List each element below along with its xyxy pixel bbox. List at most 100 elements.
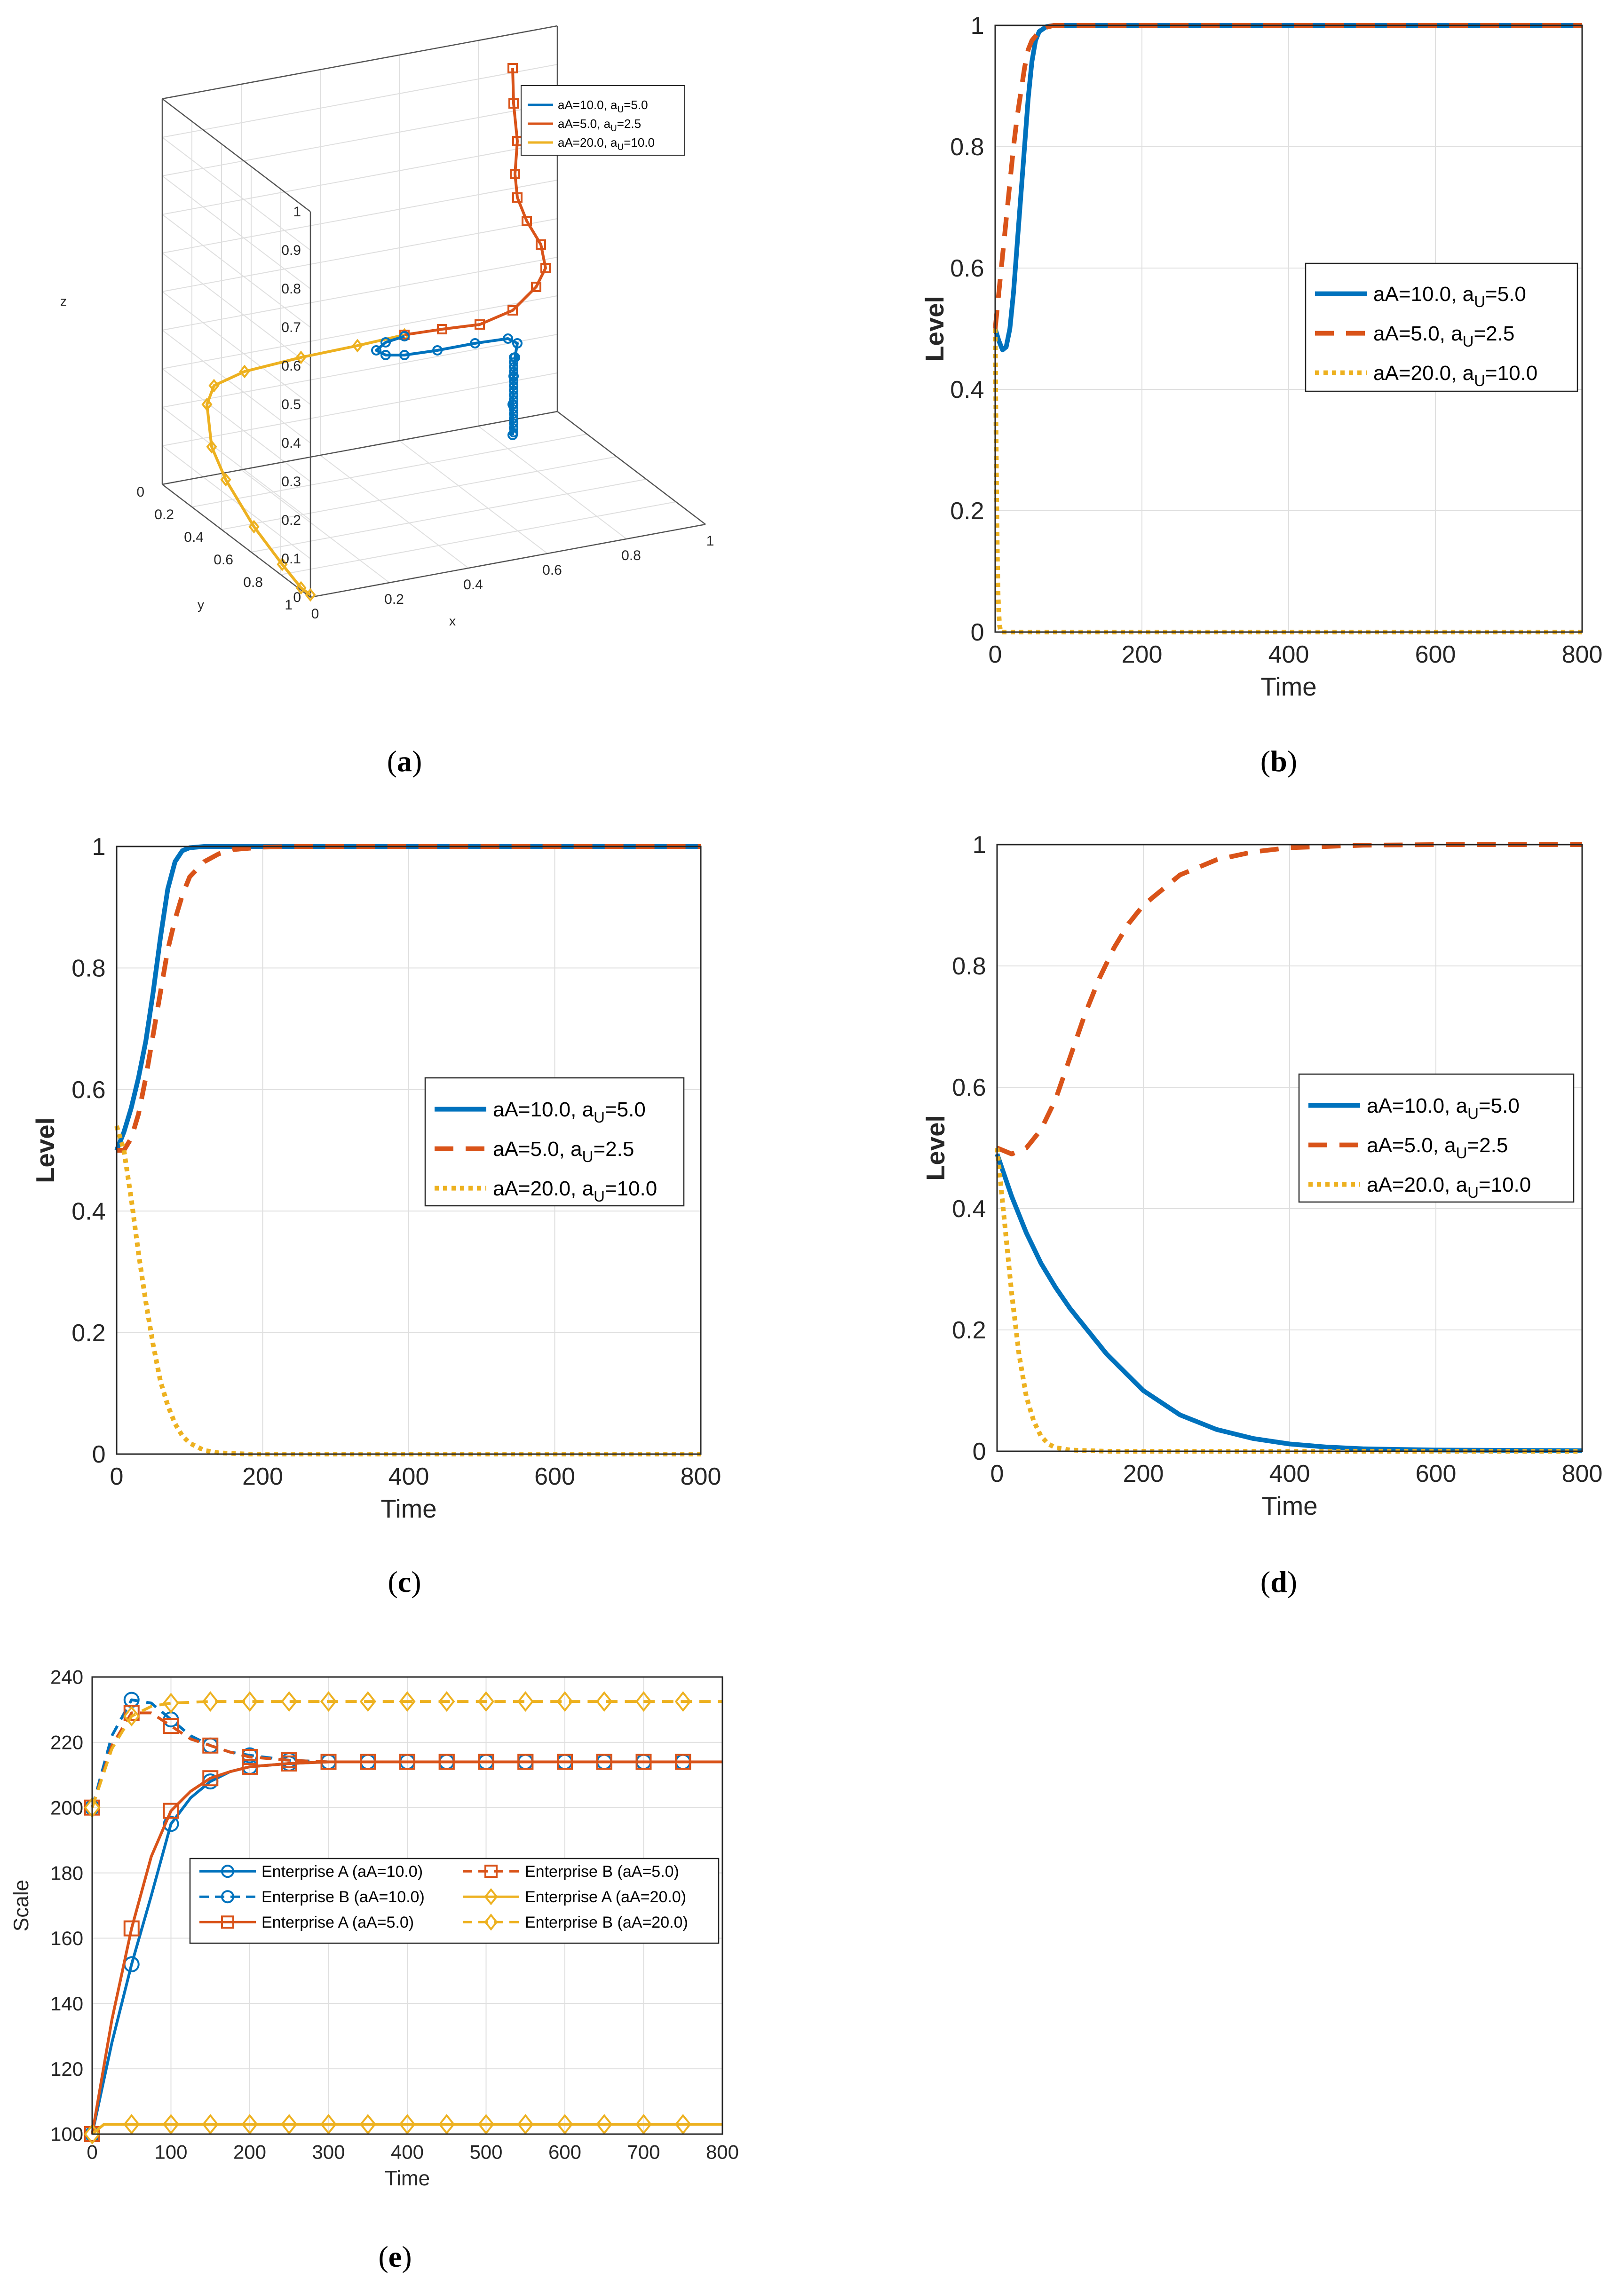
trajectory-marker bbox=[507, 63, 518, 73]
trajectory-marker bbox=[503, 333, 513, 344]
data-marker-square bbox=[517, 1754, 534, 1770]
x-tick-label: 300 bbox=[312, 2141, 345, 2163]
cube-edge bbox=[162, 411, 558, 485]
trajectory-marker bbox=[509, 395, 518, 404]
side-wall-gridline bbox=[162, 214, 311, 328]
legend-label: Enterprise A (aA=5.0) bbox=[261, 1914, 414, 1931]
trajectory-marker bbox=[399, 331, 410, 341]
cube-edge bbox=[162, 98, 311, 212]
back-wall-gridline bbox=[162, 295, 558, 369]
trajectory-marker bbox=[508, 98, 519, 109]
trajectory-marker bbox=[540, 263, 551, 273]
x-tick-label: 400 bbox=[1268, 641, 1309, 668]
side-wall-gridline bbox=[162, 407, 311, 521]
axes-box bbox=[996, 844, 1583, 1452]
series-line-blue-solid bbox=[993, 23, 1582, 353]
y-tick-label: 0.8 bbox=[243, 575, 263, 590]
x-tick-label: 0.6 bbox=[542, 562, 562, 578]
data-marker-diamond bbox=[438, 1691, 455, 1712]
data-marker-square bbox=[163, 1803, 179, 1819]
y-tick-label: 0 bbox=[136, 484, 144, 500]
z-tick-label: 0.9 bbox=[281, 243, 301, 258]
legend-label: aA=10.0, aU=5.0 bbox=[1367, 1094, 1520, 1122]
x-tick-label: 0 bbox=[87, 2141, 97, 2163]
trajectory-marker bbox=[509, 409, 518, 419]
trajectory-marker bbox=[295, 581, 307, 595]
y-tick-label: 1 bbox=[92, 833, 106, 861]
trajectories bbox=[201, 63, 551, 602]
legend-marker-circle bbox=[221, 1890, 234, 1904]
y-tick-label: 240 bbox=[50, 1666, 83, 1688]
x-tick-label: 800 bbox=[706, 2141, 739, 2163]
y-axis-label: Level bbox=[920, 296, 949, 362]
legend-label: Enterprise B (aA=20.0) bbox=[525, 1914, 688, 1931]
y-tick-label: 1 bbox=[973, 831, 986, 859]
z-tick-label: 0.4 bbox=[281, 435, 301, 451]
x-tick-label: 500 bbox=[469, 2141, 502, 2163]
side-wall-gridline bbox=[162, 445, 311, 559]
data-marker-diamond bbox=[162, 2114, 180, 2135]
data-marker-diamond bbox=[320, 2114, 337, 2135]
trajectory-marker bbox=[220, 473, 231, 487]
legend-marker-diamond bbox=[484, 1888, 498, 1906]
panel-d-chart: 0 200 400 600 800 0 0.2 0.4 0.6 0.8 1 Time Level aA=1… bbox=[921, 831, 1602, 1598]
x-tick-label: 600 bbox=[1415, 641, 1456, 668]
y-axis-label: Level bbox=[31, 1117, 60, 1183]
data-marker-square bbox=[242, 1749, 258, 1765]
legend-label: aA=10.0, aU=5.0 bbox=[558, 98, 648, 115]
data-marker-square bbox=[202, 1737, 219, 1754]
trajectory-marker bbox=[380, 337, 391, 348]
x-tick-label: 400 bbox=[1269, 1460, 1310, 1487]
y-tick-label: 0.6 bbox=[214, 552, 233, 568]
back-wall-gridline bbox=[162, 180, 558, 253]
legend-label: Enterprise A (aA=20.0) bbox=[525, 1888, 686, 1906]
z-tick-label: 0.2 bbox=[281, 513, 301, 528]
legend-box bbox=[189, 1858, 720, 1944]
back-wall-gridline bbox=[162, 257, 558, 331]
panel-e-chart: 0 100 200 300 400 500 600 700 800100120140160180… bbox=[10, 1666, 739, 2273]
z-tick-label: 1 bbox=[293, 204, 301, 220]
legend-box bbox=[1298, 1073, 1575, 1203]
panel-caption: (a) bbox=[387, 744, 422, 778]
y-tick-label: 0.2 bbox=[950, 498, 984, 525]
trajectory-marker bbox=[509, 386, 518, 395]
series-line-yellow-dashed bbox=[91, 1700, 722, 1808]
trajectory-marker bbox=[305, 588, 316, 602]
legend-label: aA=20.0, aU=10.0 bbox=[558, 135, 655, 152]
y-tick-label: 160 bbox=[50, 1927, 83, 1949]
trajectory-marker bbox=[208, 379, 220, 393]
trajectory-marker bbox=[512, 338, 523, 348]
back-wall-gridline bbox=[162, 372, 558, 446]
trajectory-marker bbox=[509, 404, 518, 414]
x-tick-label: 0 bbox=[989, 641, 1002, 668]
cube-grid bbox=[161, 25, 706, 598]
axes-box bbox=[116, 846, 702, 1455]
legend-label: aA=20.0, aU=10.0 bbox=[1367, 1173, 1531, 1201]
trajectory-marker bbox=[512, 192, 523, 203]
y-tick-label: 140 bbox=[50, 1993, 83, 2015]
trajectory-marker bbox=[522, 216, 532, 226]
data-marker-diamond bbox=[517, 2114, 534, 2135]
legend-label: aA=5.0, aU=2.5 bbox=[493, 1138, 634, 1165]
y-tick-label: 0.4 bbox=[952, 1195, 986, 1223]
data-marker-square bbox=[320, 1754, 337, 1770]
back-wall-gridline bbox=[162, 334, 558, 408]
y-tick-label: 0.8 bbox=[952, 953, 986, 980]
data-marker-diamond bbox=[162, 1693, 180, 1714]
trajectory-marker bbox=[475, 319, 485, 330]
series-line-yellow-dotted bbox=[995, 1147, 1582, 1454]
data-marker-diamond bbox=[399, 2114, 416, 2135]
side-wall-gridline bbox=[162, 368, 311, 482]
series-line-orange-dashed bbox=[117, 844, 701, 1153]
data-marker-diamond bbox=[674, 2114, 691, 2135]
y-tick-label: 0.6 bbox=[950, 255, 984, 282]
x-axis-label: Time bbox=[1261, 1492, 1317, 1520]
series-line-orange-dashed bbox=[996, 842, 1582, 1156]
data-marker-diamond bbox=[556, 2114, 573, 2135]
data-marker-diamond bbox=[320, 1691, 337, 1712]
trajectory-marker bbox=[509, 376, 518, 386]
legend-marker-square bbox=[484, 1865, 498, 1878]
x-tick-label: 0.8 bbox=[621, 548, 641, 563]
series-line-blue-solid bbox=[995, 1153, 1583, 1453]
y-tick-label: 0.2 bbox=[71, 1320, 105, 1347]
